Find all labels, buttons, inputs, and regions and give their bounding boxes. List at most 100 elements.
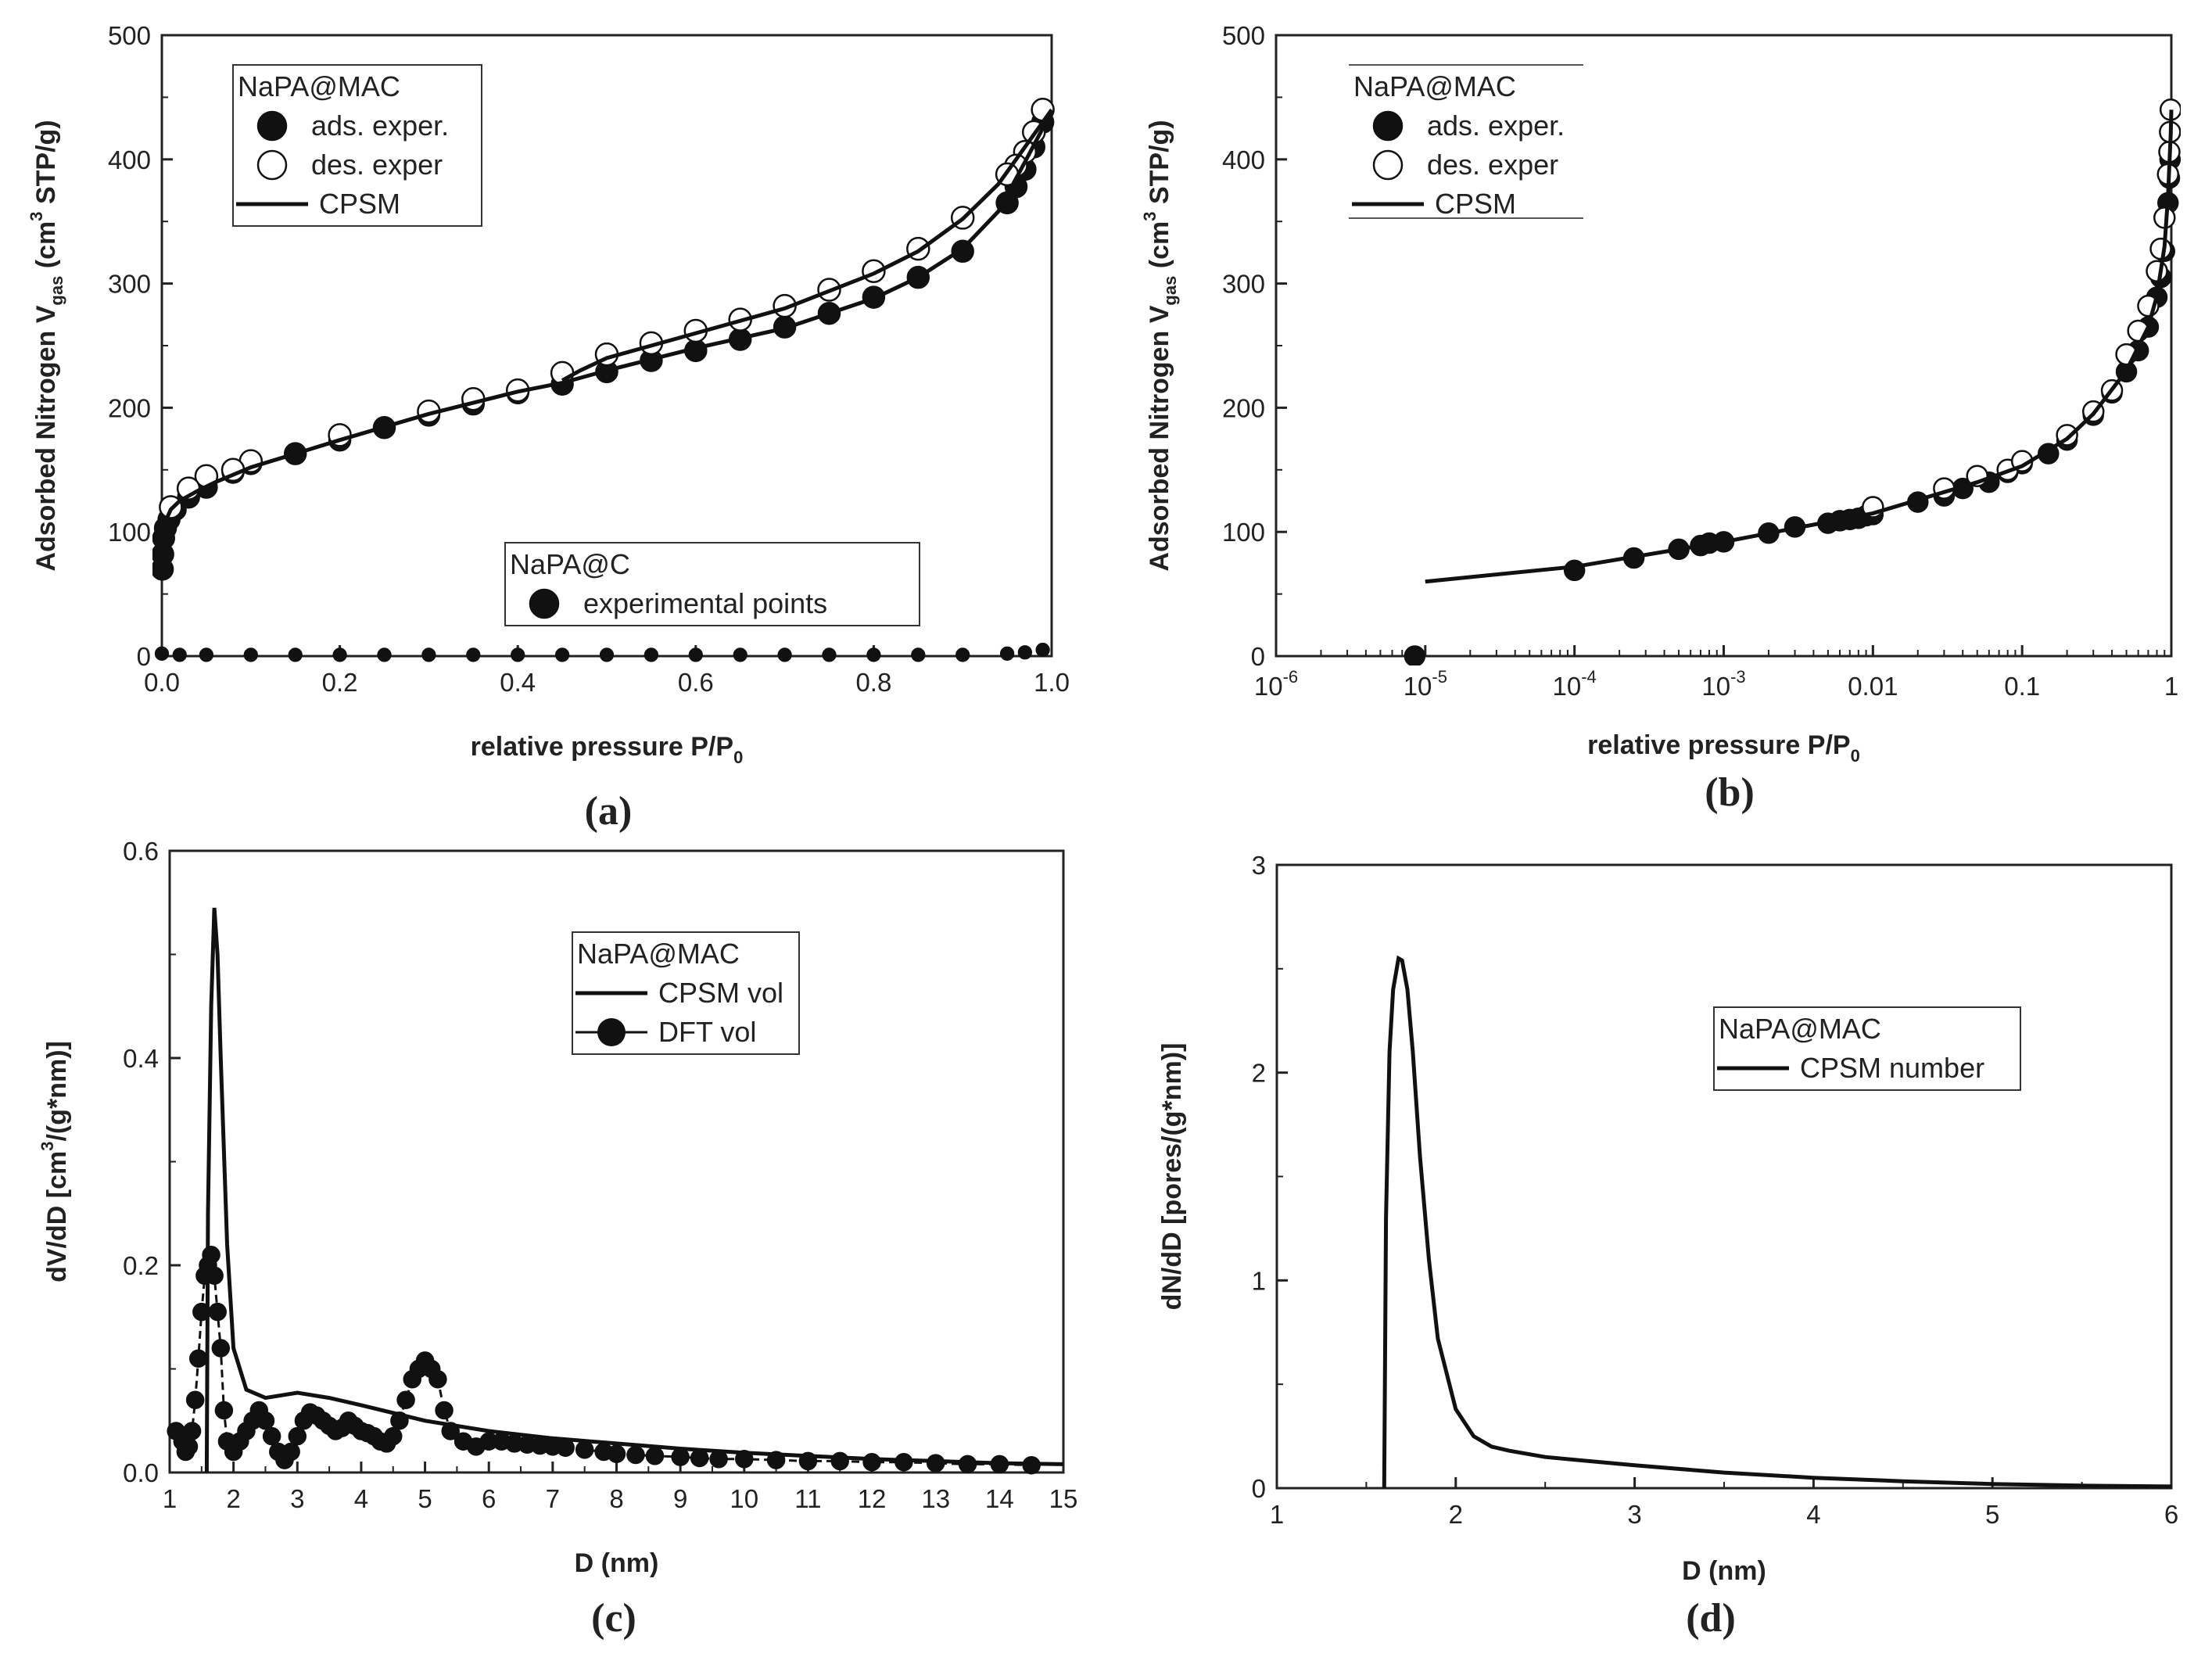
- legend-title: NaPA@MAC: [1353, 70, 1516, 102]
- x-tick-label: 2: [226, 1484, 240, 1513]
- legend-marker: [256, 110, 288, 142]
- legend: NaPA@MAC CPSM vol DFT vol: [572, 931, 800, 1055]
- data-point: [951, 239, 974, 264]
- x-tick-label: 1: [163, 1484, 177, 1513]
- series-line: [1425, 109, 2174, 584]
- y-tick-label: 100: [1222, 518, 1265, 547]
- data-point: [1017, 645, 1033, 660]
- panel-a: 0 100 200 300 400 500 0.0 0.2 0.4 0.6 0.8 1.0 Adsorb…: [27, 21, 1070, 767]
- data-point: [911, 647, 926, 662]
- data-point: [288, 1426, 307, 1446]
- data-point: [1404, 645, 1426, 665]
- series-cpsm-number: [1382, 955, 2172, 1489]
- series-line: [1382, 955, 2172, 1489]
- legend: NaPA@MAC ads. exper. des. exper CPSM: [1349, 64, 1583, 220]
- data-point: [435, 1401, 454, 1420]
- series-dft-vol: [167, 1246, 1041, 1475]
- x-tick-label: 10-5: [1404, 667, 1447, 701]
- data-point: [243, 647, 258, 662]
- x-axis-label: D (nm): [1682, 1556, 1766, 1586]
- series-cpsm: [1425, 109, 2174, 584]
- data-point: [777, 647, 792, 662]
- x-tick-label: 5: [1985, 1500, 1999, 1529]
- legend-label: ads. exper.: [311, 109, 449, 142]
- data-point: [575, 1440, 594, 1459]
- data-point: [958, 1455, 977, 1474]
- y-axis-label: dN/dD [pores/(g*nm)]: [1157, 1043, 1187, 1311]
- data-point: [2149, 237, 2172, 260]
- data-point: [733, 647, 747, 662]
- data-point: [626, 1445, 645, 1465]
- x-tick-label: 7: [546, 1484, 560, 1513]
- data-point: [441, 1422, 460, 1440]
- data-point: [599, 647, 615, 662]
- legend-label: des. exper: [1427, 149, 1558, 181]
- y-tick-label: 0.2: [123, 1251, 159, 1280]
- x-axis-label: relative pressure P/P0: [1587, 730, 1860, 766]
- x-tick-label: 0.01: [1848, 672, 1898, 701]
- data-point: [256, 1412, 275, 1430]
- series-cpsm-ads: [160, 109, 1054, 558]
- x-tick-label: 12: [858, 1484, 887, 1513]
- data-point: [999, 646, 1015, 661]
- x-tick-label: 0.0: [144, 668, 180, 697]
- data-point: [208, 1302, 227, 1322]
- x-tick-label: 10: [730, 1484, 758, 1513]
- data-point: [645, 1447, 665, 1465]
- data-point: [822, 647, 837, 662]
- x-tick-label: 5: [418, 1484, 432, 1513]
- data-point: [281, 1442, 300, 1462]
- y-tick-label: 3: [1252, 851, 1266, 880]
- y-axis-label: Adsorbed Nitrogen Vgas (cm3 STP/g): [1140, 120, 1180, 571]
- caption-c: (c): [591, 1596, 636, 1641]
- legend: NaPA@MAC ads. exper. des. exper CPSM: [232, 64, 482, 227]
- y-tick-label: 200: [108, 393, 151, 422]
- data-point: [2146, 260, 2168, 282]
- data-point: [709, 1450, 728, 1469]
- series-line: [204, 907, 1064, 1473]
- y-tick-label: 2: [1252, 1059, 1266, 1088]
- data-point: [866, 647, 881, 662]
- data-point: [1022, 1455, 1041, 1475]
- y-tick-label: 0.0: [123, 1458, 159, 1487]
- legend-marker: [1372, 110, 1404, 142]
- x-tick-label: 1: [1270, 1500, 1284, 1529]
- data-point: [644, 647, 659, 662]
- data-point: [185, 1390, 205, 1409]
- legend-marker: [1372, 149, 1404, 181]
- data-point: [202, 1246, 220, 1264]
- y-tick-label: 300: [108, 270, 151, 299]
- x-tick-label: 3: [290, 1484, 304, 1513]
- x-tick-label: 13: [921, 1484, 950, 1513]
- series-cpsm-vol: [204, 907, 1064, 1473]
- x-tick-label: 11: [794, 1484, 821, 1513]
- legend-label: CPSM: [319, 188, 400, 220]
- data-point: [377, 647, 392, 662]
- legend-title: NaPA@MAC: [238, 70, 400, 102]
- data-point: [205, 1266, 224, 1285]
- x-tick-label: 15: [1049, 1484, 1078, 1513]
- y-tick-label: 0: [1251, 642, 1265, 671]
- data-point: [396, 1390, 415, 1409]
- legend-title: NaPA@C: [510, 548, 630, 580]
- data-point: [182, 1422, 202, 1440]
- x-tick-label: 4: [354, 1484, 368, 1513]
- data-point: [1035, 642, 1050, 658]
- data-point: [179, 1437, 199, 1456]
- legend-frame: [1713, 1006, 2021, 1091]
- y-axis-label: Adsorbed Nitrogen Vgas (cm3 STP/g): [27, 120, 66, 571]
- legend-label: CPSM vol: [658, 977, 783, 1009]
- x-tick-label: 8: [609, 1484, 623, 1513]
- x-tick-label: 6: [2164, 1500, 2178, 1529]
- x-tick-label: 10-4: [1553, 667, 1597, 701]
- data-point: [511, 647, 525, 662]
- x-tick-label: 0.6: [678, 668, 714, 697]
- x-tick-label: 14: [985, 1484, 1014, 1513]
- y-tick-label: 0.4: [123, 1044, 159, 1073]
- x-tick-label: 4: [1806, 1500, 1820, 1529]
- data-point: [428, 1370, 447, 1389]
- x-tick-label: 6: [482, 1484, 496, 1513]
- series-des-exper: [1862, 99, 2181, 518]
